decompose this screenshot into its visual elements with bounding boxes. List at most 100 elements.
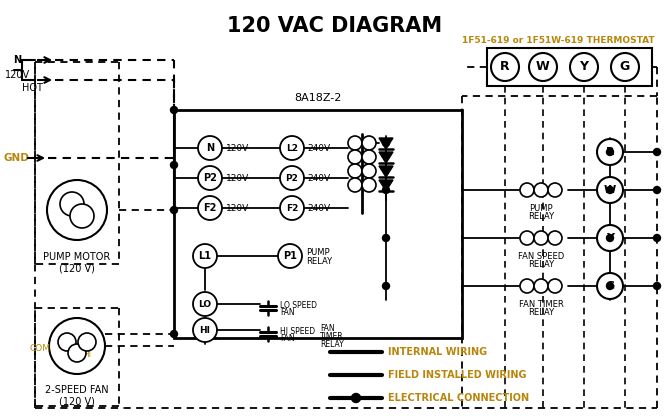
Text: 120V: 120V: [226, 143, 249, 153]
Circle shape: [193, 244, 217, 268]
Text: F2: F2: [203, 203, 216, 213]
Bar: [487, 48, 652, 86]
Text: 120V: 120V: [5, 70, 30, 80]
Text: RELAY: RELAY: [528, 212, 554, 221]
Circle shape: [653, 282, 661, 290]
Text: F2: F2: [286, 204, 298, 212]
Circle shape: [520, 183, 534, 197]
Text: TIMER: TIMER: [320, 331, 344, 341]
Text: FAN: FAN: [280, 334, 295, 342]
Circle shape: [362, 178, 376, 192]
Text: 120V: 120V: [226, 204, 249, 212]
Circle shape: [170, 207, 178, 214]
Circle shape: [597, 139, 623, 165]
Circle shape: [348, 178, 362, 192]
Circle shape: [362, 136, 376, 150]
Text: FIELD INSTALLED WIRING: FIELD INSTALLED WIRING: [388, 370, 527, 380]
Circle shape: [348, 136, 362, 150]
Text: 120 VAC DIAGRAM: 120 VAC DIAGRAM: [227, 16, 443, 36]
Circle shape: [170, 106, 178, 114]
Circle shape: [491, 53, 519, 81]
Circle shape: [193, 318, 217, 342]
Text: HI: HI: [83, 349, 91, 359]
Text: HI: HI: [200, 326, 210, 334]
Circle shape: [611, 53, 639, 81]
Circle shape: [653, 235, 661, 241]
Circle shape: [198, 166, 222, 190]
Circle shape: [68, 344, 86, 362]
Text: HI SPEED: HI SPEED: [280, 326, 315, 336]
Text: RELAY: RELAY: [528, 260, 554, 269]
Text: G: G: [620, 60, 630, 73]
Text: INTERNAL WIRING: INTERNAL WIRING: [388, 347, 487, 357]
Circle shape: [49, 318, 105, 374]
Text: L2: L2: [286, 143, 298, 153]
Circle shape: [534, 279, 548, 293]
Text: RELAY: RELAY: [528, 308, 554, 317]
Circle shape: [352, 393, 360, 403]
Circle shape: [362, 164, 376, 178]
Circle shape: [170, 331, 178, 337]
Text: Y: Y: [580, 60, 588, 73]
Text: LO: LO: [198, 300, 212, 308]
Circle shape: [597, 177, 623, 203]
Text: R: R: [500, 60, 510, 73]
Text: FAN TIMER: FAN TIMER: [519, 300, 563, 309]
Text: P2: P2: [203, 173, 217, 183]
Text: P1: P1: [283, 251, 297, 261]
Text: N: N: [206, 143, 214, 153]
Circle shape: [170, 161, 178, 168]
Circle shape: [520, 231, 534, 245]
Text: W: W: [604, 185, 616, 195]
Circle shape: [362, 150, 376, 164]
Circle shape: [280, 196, 304, 220]
Text: 240V: 240V: [307, 143, 330, 153]
Text: COM: COM: [30, 344, 51, 352]
Circle shape: [383, 186, 389, 194]
Circle shape: [653, 148, 661, 155]
Bar: [174, 110, 462, 338]
Text: FAN: FAN: [320, 323, 334, 333]
Circle shape: [78, 333, 96, 351]
Circle shape: [597, 273, 623, 299]
Circle shape: [606, 186, 614, 194]
Circle shape: [529, 53, 557, 81]
Text: GND: GND: [3, 153, 29, 163]
Circle shape: [606, 282, 614, 290]
Text: L1: L1: [198, 251, 212, 261]
Circle shape: [198, 196, 222, 220]
Text: LO SPEED: LO SPEED: [280, 300, 317, 310]
Circle shape: [606, 235, 614, 241]
Text: PUMP: PUMP: [306, 248, 330, 256]
Text: 120V: 120V: [226, 173, 249, 183]
Text: P2: P2: [285, 173, 298, 183]
Text: 240V: 240V: [307, 173, 330, 183]
Circle shape: [606, 148, 614, 155]
Circle shape: [383, 235, 389, 241]
Text: 1F51-619 or 1F51W-619 THERMOSTAT: 1F51-619 or 1F51W-619 THERMOSTAT: [462, 36, 655, 45]
Circle shape: [70, 204, 94, 228]
Text: RELAY: RELAY: [306, 256, 332, 266]
Text: PUMP MOTOR
(120 V): PUMP MOTOR (120 V): [44, 252, 111, 274]
Circle shape: [520, 279, 534, 293]
Text: FAN SPEED: FAN SPEED: [518, 252, 564, 261]
Circle shape: [47, 180, 107, 240]
Circle shape: [348, 150, 362, 164]
Circle shape: [60, 192, 84, 216]
Circle shape: [383, 282, 389, 290]
Circle shape: [534, 183, 548, 197]
Text: PUMP: PUMP: [529, 204, 553, 213]
Text: G: G: [606, 281, 614, 291]
Polygon shape: [379, 180, 393, 191]
Text: RELAY: RELAY: [320, 339, 344, 349]
Text: FAN: FAN: [280, 308, 295, 316]
Text: HOT: HOT: [22, 83, 43, 93]
Circle shape: [280, 136, 304, 160]
Text: W: W: [536, 60, 550, 73]
Text: 2-SPEED FAN
(120 V): 2-SPEED FAN (120 V): [45, 385, 109, 406]
Circle shape: [193, 292, 217, 316]
Text: LO: LO: [62, 337, 72, 347]
Circle shape: [548, 231, 562, 245]
Text: 8A18Z-2: 8A18Z-2: [294, 93, 342, 103]
Circle shape: [548, 183, 562, 197]
